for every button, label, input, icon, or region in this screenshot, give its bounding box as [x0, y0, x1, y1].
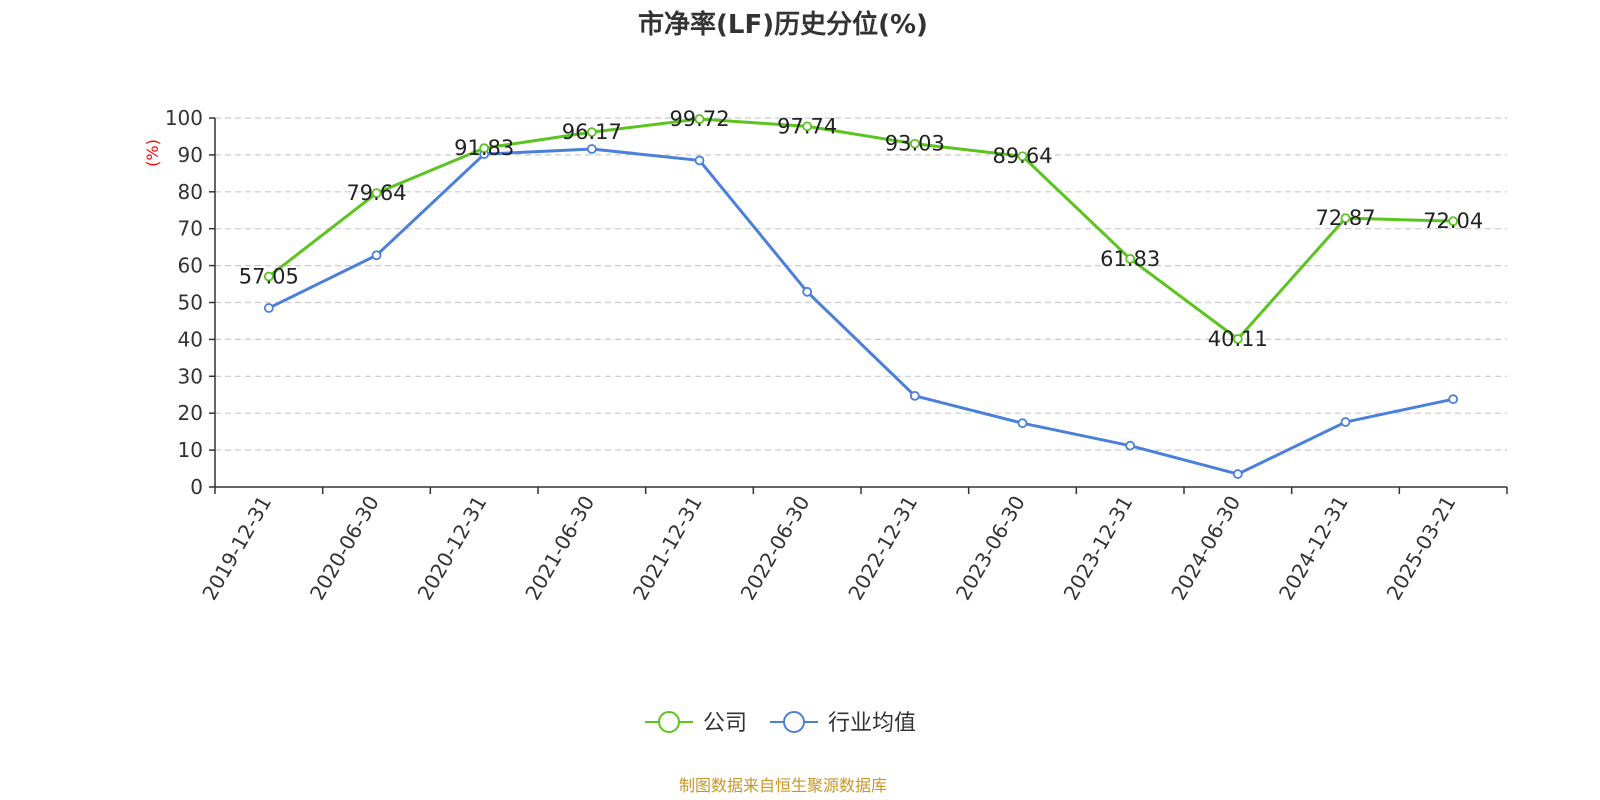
y-tick-label: 0 — [190, 475, 203, 499]
x-tick-label: 2020-06-30 — [305, 492, 384, 605]
legend-label: 行业均值 — [828, 711, 916, 736]
data-label: 72.04 — [1423, 209, 1483, 233]
x-tick-label: 2021-12-31 — [628, 492, 707, 605]
data-point — [1340, 417, 1351, 427]
x-axis-ticks: 2019-12-31 2020-06-30 2020-12-31 2021-06-30… — [197, 487, 1508, 605]
source-note: 制图数据来自恒生聚源数据库 — [679, 776, 887, 795]
y-axis-ticks: 0 10 20 30 40 50 60 70 80 90 100 — [165, 106, 215, 499]
grid-lines — [215, 117, 1507, 451]
data-point — [1448, 216, 1459, 227]
data-label: 91.83 — [454, 136, 514, 160]
data-point — [479, 143, 490, 154]
data-point — [1125, 440, 1136, 451]
x-tick-label: 2022-12-31 — [843, 492, 922, 605]
data-point — [586, 127, 597, 138]
data-point — [909, 390, 920, 401]
data-label: 89.64 — [992, 144, 1052, 168]
data-point — [371, 250, 382, 261]
y-tick-label: 90 — [178, 143, 203, 167]
x-tick-label: 2025-03-21 — [1382, 492, 1461, 605]
data-label: 93.03 — [885, 132, 945, 156]
data-point — [1017, 151, 1028, 162]
y-tick-label: 60 — [178, 254, 203, 278]
y-tick-label: 20 — [178, 401, 203, 425]
legend-label: 公司 — [703, 711, 747, 736]
x-tick-label: 2023-12-31 — [1059, 492, 1138, 605]
data-label: 72.87 — [1315, 206, 1375, 230]
y-tick-label: 30 — [178, 364, 203, 388]
series-layer — [263, 114, 1459, 479]
data-point — [1232, 334, 1243, 344]
data-label: 99.72 — [669, 107, 729, 131]
x-tick-label: 2020-12-31 — [413, 492, 492, 605]
x-tick-label: 2024-12-31 — [1274, 492, 1353, 605]
series-line — [267, 117, 1454, 341]
x-tick-label: 2022-06-30 — [736, 492, 815, 605]
data-point — [1017, 418, 1028, 429]
data-label: 97.74 — [777, 114, 837, 138]
y-tick-label: 80 — [178, 180, 203, 204]
legend: 公司 行业均值 — [645, 711, 916, 736]
y-tick-label: 100 — [165, 106, 203, 130]
chart-title: 市净率(LF)历史分位(%) — [638, 9, 928, 40]
y-axis-unit-label: (%) — [143, 139, 162, 167]
y-tick-label: 70 — [178, 217, 203, 241]
data-point — [263, 271, 274, 282]
data-point — [802, 121, 813, 132]
data-point — [909, 138, 920, 149]
legend-marker — [658, 711, 680, 733]
x-tick-label: 2021-06-30 — [520, 492, 599, 605]
data-point — [1448, 394, 1459, 405]
data-label: 57.05 — [239, 264, 299, 288]
data-label: 96.17 — [562, 120, 622, 144]
data-label: 40.11 — [1208, 327, 1268, 351]
data-point — [371, 188, 382, 199]
data-labels: 57.05 79.64 91.83 96.17 99.72 97.74 93.03 89.64… — [239, 107, 1483, 351]
data-label: 61.83 — [1100, 247, 1160, 271]
data-point — [1232, 469, 1243, 479]
data-point — [802, 286, 813, 297]
data-point — [586, 144, 597, 154]
data-point — [694, 114, 705, 124]
y-tick-label: 40 — [178, 327, 203, 351]
series-line — [268, 147, 1454, 476]
legend-marker — [783, 711, 805, 733]
y-tick-label: 50 — [178, 291, 203, 315]
data-point — [1340, 213, 1351, 224]
data-point — [694, 155, 705, 166]
x-tick-label: 2019-12-31 — [197, 492, 276, 605]
data-label: 79.64 — [346, 181, 406, 205]
x-tick-label: 2023-06-30 — [951, 492, 1030, 605]
data-point — [263, 303, 274, 313]
x-tick-label: 2024-06-30 — [1166, 492, 1245, 605]
data-point — [1125, 253, 1136, 264]
y-tick-label: 10 — [178, 438, 203, 462]
